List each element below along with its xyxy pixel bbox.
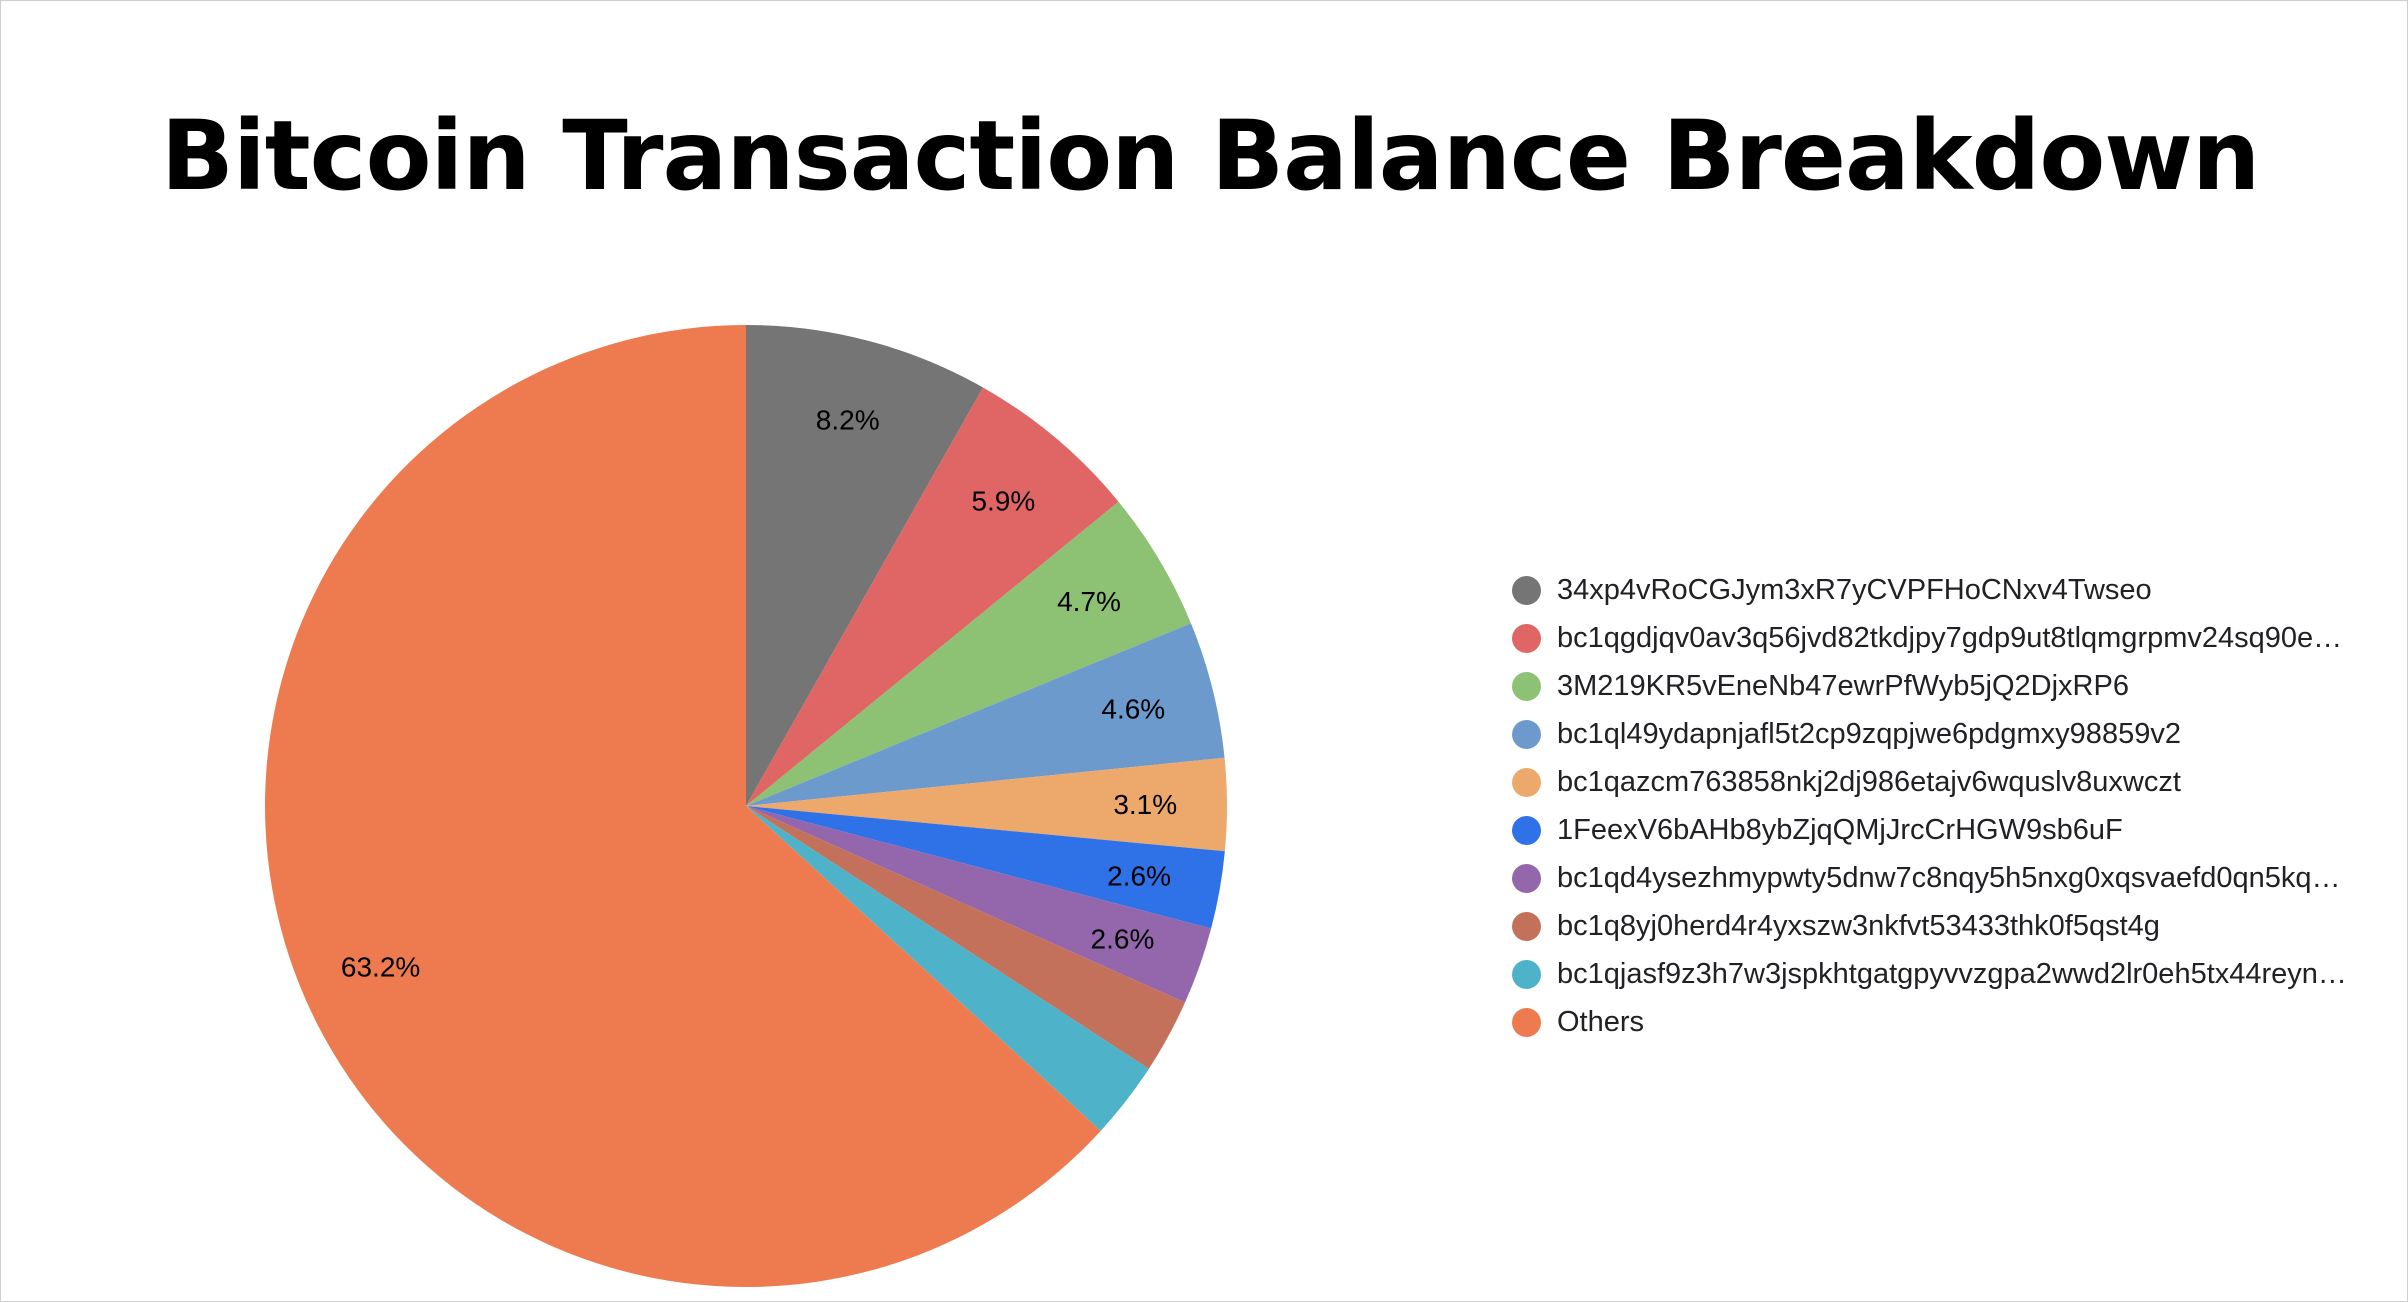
legend-item-5: bc1qazcm763858nkj2dj986etajv6wquslv8uxwc…: [1512, 758, 2362, 806]
legend-swatch-icon: [1512, 1007, 1541, 1037]
pie-slice-label-3: 4.7%: [1057, 586, 1121, 617]
legend-label: Others: [1557, 1005, 1645, 1038]
pie-slice-label-2: 5.9%: [971, 485, 1035, 516]
pie-slice-2: [746, 387, 1119, 806]
pie-slices: [264, 325, 1228, 1287]
pie-slice-9: [746, 806, 1149, 1131]
pie-slice-label-10: 63.2%: [341, 951, 420, 982]
legend-label: 3M219KR5vEneNb47ewrPfWyb5jQ2DjxRP6: [1557, 669, 2129, 702]
legend-swatch-icon: [1512, 863, 1541, 893]
legend-swatch-icon: [1512, 575, 1541, 605]
legend-label: bc1qjasf9z3h7w3jspkhtgatgpyvvzgpa2wwd2lr…: [1557, 957, 2347, 990]
legend-label: bc1qazcm763858nkj2dj986etajv6wquslv8uxwc…: [1557, 765, 2181, 798]
legend-swatch-icon: [1512, 911, 1541, 941]
legend-label: bc1qgdjqv0av3q56jvd82tkdjpy7gdp9ut8tlqmg…: [1557, 621, 2343, 654]
legend-item-10: Others: [1512, 998, 2362, 1046]
legend-label: bc1qd4ysezhmypwty5dnw7c8nqy5h5nxg0xqsvae…: [1557, 861, 2341, 894]
legend-label: bc1q8yj0herd4r4yxszw3nkfvt53433thk0f5qst…: [1557, 909, 2160, 942]
pie-slice-4: [746, 623, 1225, 806]
legend-label: 34xp4vRoCGJym3xR7yCVPFHoCNxv4Twseo: [1557, 573, 2152, 606]
legend-swatch-icon: [1512, 623, 1541, 653]
legend-item-6: 1FeexV6bAHb8ybZjqQMjJrcCrHGW9sb6uF: [1512, 806, 2362, 854]
legend-item-4: bc1ql49ydapnjafl5t2cp9zqpjwe6pdgmxy98859…: [1512, 710, 2362, 758]
pie-slice-label-6: 2.6%: [1107, 860, 1171, 891]
legend-item-8: bc1q8yj0herd4r4yxszw3nkfvt53433thk0f5qst…: [1512, 902, 2362, 950]
legend-swatch-icon: [1512, 815, 1541, 845]
legend-item-9: bc1qjasf9z3h7w3jspkhtgatgpyvvzgpa2wwd2lr…: [1512, 950, 2362, 998]
legend-item-2: bc1qgdjqv0av3q56jvd82tkdjpy7gdp9ut8tlqmg…: [1512, 614, 2362, 662]
pie-slice-label-5: 3.1%: [1113, 789, 1177, 820]
pie-slice-5: [746, 757, 1228, 852]
pie-slice-7: [746, 806, 1212, 1003]
legend-item-7: bc1qd4ysezhmypwty5dnw7c8nqy5h5nxg0xqsvae…: [1512, 854, 2362, 902]
chart-title: Bitcoin Transaction Balance Breakdown: [160, 100, 2261, 212]
legend-swatch-icon: [1512, 671, 1541, 701]
legend-item-1: 34xp4vRoCGJym3xR7yCVPFHoCNxv4Twseo: [1512, 566, 2362, 614]
pie-slice-label-7: 2.6%: [1091, 923, 1155, 954]
legend-label: 1FeexV6bAHb8ybZjqQMjJrcCrHGW9sb6uF: [1557, 813, 2123, 846]
pie-slice-3: [746, 501, 1191, 806]
chart-legend: 34xp4vRoCGJym3xR7yCVPFHoCNxv4Twseo bc1qgd…: [1512, 566, 2362, 1046]
pie-slice-1: [746, 325, 984, 806]
pie-slice-label-1: 8.2%: [816, 404, 880, 435]
legend-swatch-icon: [1512, 719, 1541, 749]
pie-slice-10: [264, 325, 1101, 1287]
pie-slice-labels: 8.2% 5.9% 4.7% 4.6% 3.1% 2.6% 2.6% 63.2%: [341, 404, 1177, 982]
legend-swatch-icon: [1512, 767, 1541, 797]
legend-swatch-icon: [1512, 959, 1541, 989]
legend-item-3: 3M219KR5vEneNb47ewrPfWyb5jQ2DjxRP6: [1512, 662, 2362, 710]
pie-slice-8: [746, 806, 1186, 1069]
pie-slice-6: [746, 806, 1225, 929]
legend-label: bc1ql49ydapnjafl5t2cp9zqpjwe6pdgmxy98859…: [1557, 717, 2181, 750]
pie-slice-label-4: 4.6%: [1101, 694, 1165, 725]
